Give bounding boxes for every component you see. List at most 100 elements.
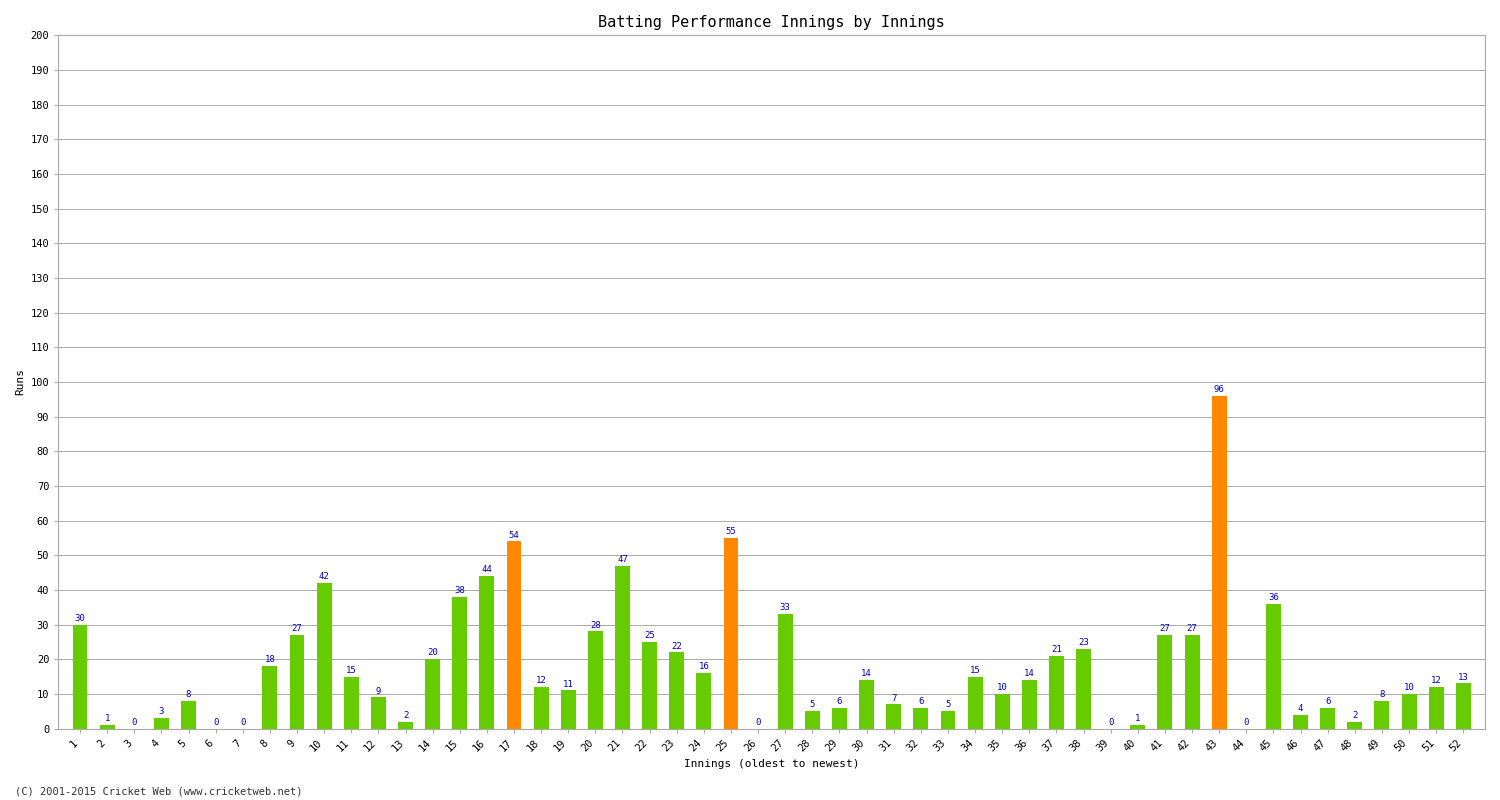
Text: 10: 10 — [1404, 683, 1414, 692]
Text: 55: 55 — [726, 527, 736, 536]
Text: 5: 5 — [945, 701, 951, 710]
Bar — [154, 718, 170, 729]
Bar — [833, 708, 848, 729]
Text: 0: 0 — [1108, 718, 1113, 726]
Text: 12: 12 — [536, 676, 546, 685]
Text: 9: 9 — [375, 686, 381, 695]
Bar — [290, 635, 304, 729]
Text: 15: 15 — [969, 666, 981, 674]
Text: 15: 15 — [346, 666, 357, 674]
Bar — [778, 614, 792, 729]
Text: 0: 0 — [756, 718, 760, 726]
Text: 27: 27 — [1186, 624, 1197, 633]
Bar — [1076, 649, 1090, 729]
Text: 11: 11 — [562, 680, 573, 689]
Bar — [723, 538, 738, 729]
Bar — [344, 677, 358, 729]
Bar — [262, 666, 278, 729]
Text: 0: 0 — [213, 718, 219, 726]
Text: 5: 5 — [810, 701, 814, 710]
Text: 22: 22 — [672, 642, 682, 650]
Bar — [1347, 722, 1362, 729]
Bar — [696, 673, 711, 729]
Text: 4: 4 — [1298, 704, 1304, 713]
Bar — [940, 711, 956, 729]
Text: 1: 1 — [1136, 714, 1140, 723]
Bar — [669, 652, 684, 729]
Bar — [1212, 396, 1227, 729]
Bar — [1320, 708, 1335, 729]
Text: 0: 0 — [240, 718, 246, 726]
Text: 6: 6 — [918, 697, 924, 706]
Bar — [1401, 694, 1416, 729]
Text: 18: 18 — [264, 655, 276, 664]
Bar — [615, 566, 630, 729]
Bar — [1456, 683, 1472, 729]
Text: 1: 1 — [105, 714, 110, 723]
Bar — [99, 725, 114, 729]
Text: 10: 10 — [998, 683, 1008, 692]
Bar — [1428, 687, 1443, 729]
Text: 13: 13 — [1458, 673, 1468, 682]
Text: 27: 27 — [291, 624, 303, 633]
Bar — [561, 690, 576, 729]
Bar — [1293, 714, 1308, 729]
Text: 8: 8 — [1378, 690, 1384, 699]
Bar — [398, 722, 412, 729]
Text: 44: 44 — [482, 566, 492, 574]
Bar — [72, 625, 87, 729]
Text: 96: 96 — [1214, 385, 1224, 394]
Text: 28: 28 — [590, 621, 600, 630]
Bar — [806, 711, 820, 729]
Text: 25: 25 — [644, 631, 656, 640]
Text: 0: 0 — [1244, 718, 1250, 726]
Text: 36: 36 — [1268, 593, 1280, 602]
Text: 54: 54 — [509, 530, 519, 540]
Text: (C) 2001-2015 Cricket Web (www.cricketweb.net): (C) 2001-2015 Cricket Web (www.cricketwe… — [15, 786, 303, 796]
Text: 42: 42 — [320, 572, 330, 582]
Bar — [1266, 604, 1281, 729]
Bar — [1048, 656, 1064, 729]
Bar — [480, 576, 495, 729]
Bar — [914, 708, 928, 729]
X-axis label: Innings (oldest to newest): Innings (oldest to newest) — [684, 759, 859, 769]
Text: 33: 33 — [780, 603, 790, 613]
Bar — [1131, 725, 1146, 729]
Bar — [507, 542, 522, 729]
Bar — [316, 583, 332, 729]
Bar — [1158, 635, 1173, 729]
Text: 21: 21 — [1052, 645, 1062, 654]
Text: 2: 2 — [1352, 711, 1358, 720]
Text: 6: 6 — [1324, 697, 1330, 706]
Text: 16: 16 — [699, 662, 709, 671]
Text: 30: 30 — [75, 614, 86, 622]
Bar — [1374, 701, 1389, 729]
Text: 38: 38 — [454, 586, 465, 595]
Text: 8: 8 — [186, 690, 190, 699]
Text: 14: 14 — [1024, 670, 1035, 678]
Bar — [453, 597, 466, 729]
Text: 7: 7 — [891, 694, 897, 702]
Bar — [182, 701, 196, 729]
Bar — [534, 687, 549, 729]
Text: 14: 14 — [861, 670, 871, 678]
Title: Batting Performance Innings by Innings: Batting Performance Innings by Innings — [598, 15, 945, 30]
Text: 3: 3 — [159, 707, 164, 716]
Bar — [642, 642, 657, 729]
Bar — [370, 698, 386, 729]
Text: 23: 23 — [1078, 638, 1089, 647]
Bar — [1185, 635, 1200, 729]
Bar — [968, 677, 982, 729]
Text: 6: 6 — [837, 697, 842, 706]
Bar — [1022, 680, 1036, 729]
Text: 27: 27 — [1160, 624, 1170, 633]
Text: 12: 12 — [1431, 676, 1442, 685]
Text: 20: 20 — [427, 649, 438, 658]
Bar — [994, 694, 1010, 729]
Text: 47: 47 — [616, 555, 628, 564]
Bar — [859, 680, 874, 729]
Y-axis label: Runs: Runs — [15, 369, 26, 395]
Text: 0: 0 — [132, 718, 136, 726]
Bar — [886, 704, 902, 729]
Bar — [424, 659, 439, 729]
